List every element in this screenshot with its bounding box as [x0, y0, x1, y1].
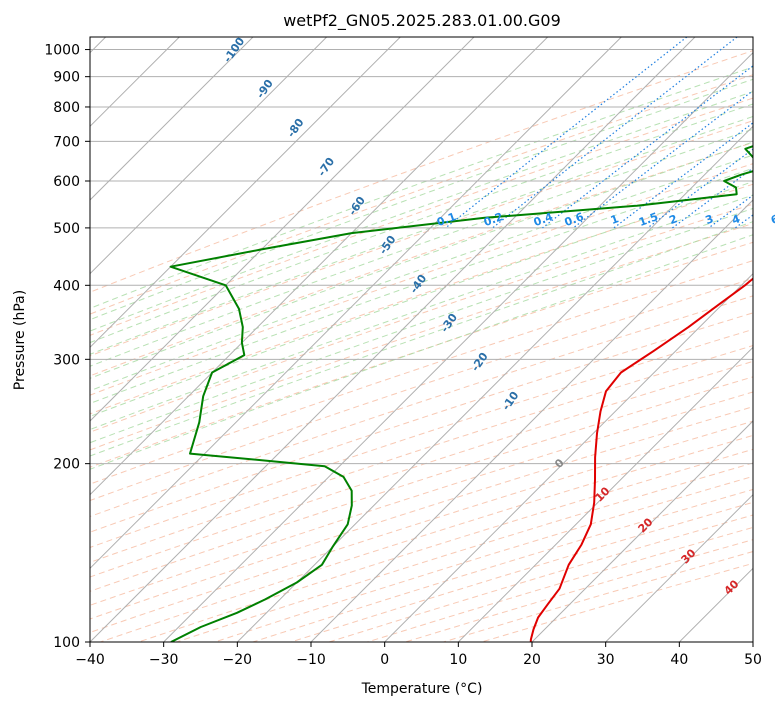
dry-adiabat-line [90, 50, 753, 293]
temperature-profile-line [529, 277, 753, 642]
mixing-ratio-label: 0.4 [532, 210, 555, 229]
y-tick-label: 700 [53, 134, 80, 150]
mixing-ratio-label: 0.6 [563, 210, 586, 229]
mixing-ratio-label: 4 [730, 212, 742, 227]
mixing-ratio-label: 0.2 [482, 210, 505, 229]
dry-adiabat-line [90, 74, 753, 315]
x-tick-label: 0 [380, 652, 389, 668]
isotherm-line [310, 199, 753, 642]
y-tick-label: 400 [53, 278, 80, 294]
dry-adiabat-line [90, 97, 753, 336]
dry-adiabat-line [90, 141, 753, 377]
mixing-ratio-label: 1 [609, 212, 621, 227]
x-tick-label: 40 [670, 652, 688, 668]
moist-adiabat-line [90, 167, 753, 404]
x-axis-label: Temperature (°C) [361, 681, 483, 697]
isotherm-line [90, 37, 549, 496]
mixing-ratio-label: 3 [704, 212, 716, 227]
y-tick-label: 1000 [44, 43, 80, 59]
moist-adiabat-line [90, 103, 753, 344]
x-tick-label: 20 [523, 652, 541, 668]
plot-area [90, 37, 753, 642]
x-tick-label: −10 [296, 652, 326, 668]
dry-adiabat-line [90, 328, 753, 548]
isotherm-line [90, 37, 696, 642]
chart-title: wetPf2_GN05.2025.283.01.00.G09 [283, 11, 561, 31]
y-axis-label: Pressure (hPa) [12, 290, 28, 390]
isotherm-line [90, 37, 328, 275]
moist-adiabat-line [90, 234, 753, 470]
x-tick-label: −40 [75, 652, 105, 668]
mixing-ratio-line [542, 65, 753, 229]
moist-adiabat-line [90, 66, 753, 309]
x-tick-label: 50 [744, 652, 762, 668]
dry-adiabat-line [90, 163, 753, 396]
isotherm-line [531, 420, 753, 642]
mixing-ratio-label: 1.5 [637, 210, 660, 229]
y-tick-label: 800 [53, 100, 80, 116]
y-tick-label: 200 [53, 457, 80, 473]
y-tick-label: 600 [53, 174, 80, 190]
moist-adiabat-line [90, 181, 753, 417]
y-tick-label: 500 [53, 221, 80, 237]
isotherm-line [236, 125, 753, 642]
moist-adiabat-line [90, 154, 753, 392]
dry-adiabat-line [90, 222, 753, 451]
moist-adiabat-line [90, 78, 753, 321]
isotherm-line [90, 37, 254, 201]
moist-adiabat-line [90, 115, 753, 355]
dry-adiabat-line [90, 203, 753, 433]
dry-adiabat-line [90, 360, 753, 578]
isotherm-line [90, 37, 475, 422]
mixing-ratio-label: 6 [769, 212, 775, 227]
mixing-ratio-line [572, 89, 753, 229]
isotherm-line [605, 493, 753, 642]
dry-adiabat-line [90, 391, 753, 606]
y-tick-label: 300 [53, 352, 80, 368]
mixing-ratio-label: 0.1 [435, 210, 458, 229]
dry-adiabat-line [90, 260, 753, 485]
isotherm-line [90, 37, 401, 349]
mixing-ratio-label: 2 [667, 212, 679, 227]
isotherm-line [457, 346, 753, 642]
x-tick-label: −30 [149, 652, 179, 668]
y-tick-label: 900 [53, 70, 80, 86]
x-tick-label: 30 [597, 652, 615, 668]
x-tick-label: 10 [449, 652, 467, 668]
isotherm-line [163, 51, 753, 642]
dry-adiabat-line [90, 278, 753, 502]
dewpoint-profile-line [169, 145, 753, 642]
moist-adiabat-line [90, 141, 753, 379]
moist-adiabat-line [90, 128, 753, 367]
x-tick-label: −20 [223, 652, 253, 668]
dry-adiabat-line [90, 312, 753, 533]
mixing-ratio-line [492, 37, 738, 229]
y-tick-label: 100 [53, 635, 80, 651]
axes: −40 −30 −20 −10 0 10 20 30 40 50 100 200 300 400 500 60… [44, 43, 762, 668]
plot-frame [89, 36, 754, 643]
isotherm-line [384, 272, 753, 642]
isotherm-line [90, 37, 622, 570]
